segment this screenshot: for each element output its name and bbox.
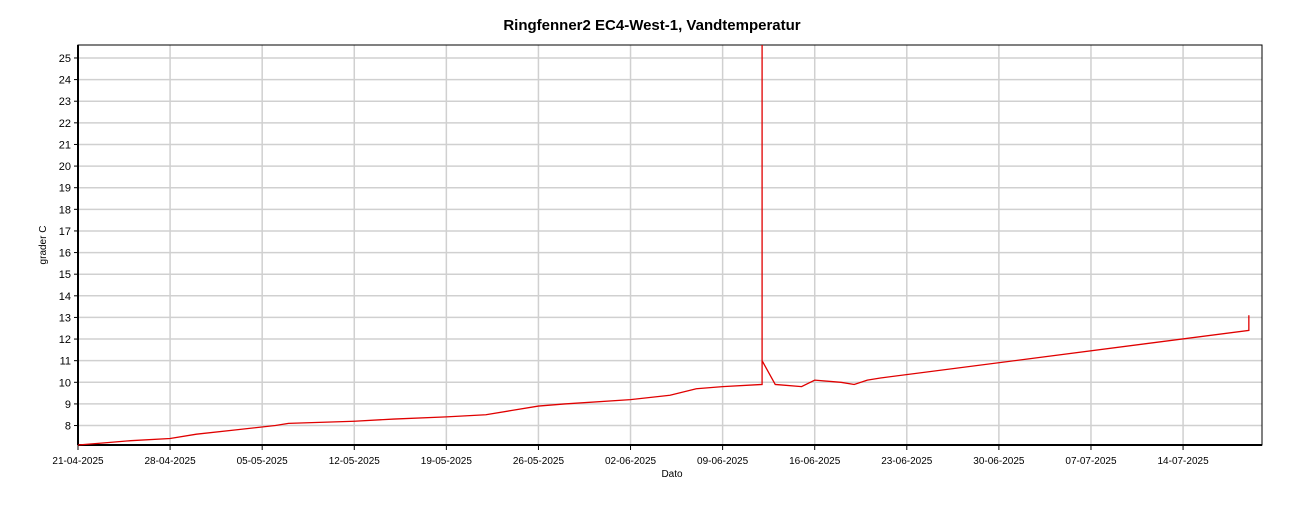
y-tick-label: 11 — [60, 356, 71, 368]
plot-frame — [77, 44, 1263, 446]
y-tick-label: 10 — [59, 377, 71, 389]
x-tick-label: 07-07-2025 — [1065, 456, 1117, 467]
x-tick-label: 12-05-2025 — [329, 456, 381, 467]
y-axis-label: grader C — [38, 226, 49, 265]
x-tick-label: 30-06-2025 — [973, 456, 1025, 467]
y-tick-label: 9 — [65, 399, 71, 411]
y-tick-label: 21 — [59, 139, 71, 151]
x-tick-label: 28-04-2025 — [145, 456, 197, 467]
y-tick-label: 15 — [59, 269, 71, 281]
y-tick-label: 13 — [59, 312, 71, 324]
y-tick-label: 12 — [59, 334, 71, 346]
x-tick-label: 19-05-2025 — [421, 456, 473, 467]
y-tick-label: 22 — [59, 118, 71, 130]
y-tick-label: 23 — [59, 96, 71, 108]
y-tick-label: 19 — [59, 183, 71, 195]
x-tick-label: 16-06-2025 — [789, 456, 841, 467]
y-tick-label: 24 — [59, 75, 71, 87]
y-tick-label: 14 — [59, 291, 71, 303]
y-tick-label: 8 — [65, 421, 71, 433]
chart-title: Ringfenner2 EC4-West-1, Vandtemperatur — [503, 17, 800, 34]
x-tick-label: 23-06-2025 — [881, 456, 933, 467]
x-tick-label: 05-05-2025 — [237, 456, 289, 467]
y-tick-label: 17 — [59, 226, 71, 238]
y-tick-label: 20 — [59, 161, 71, 173]
data-line — [77, 45, 1250, 446]
y-tick-label: 16 — [59, 248, 71, 260]
x-tick-label: 14-07-2025 — [1157, 456, 1209, 467]
x-axis-label: Dato — [661, 469, 683, 480]
x-tick-label: 02-06-2025 — [605, 456, 657, 467]
y-tick-label: 25 — [59, 53, 71, 65]
x-tick-label: 09-06-2025 — [697, 456, 749, 467]
y-tick-label: 18 — [59, 204, 71, 216]
x-tick-label: 26-05-2025 — [513, 456, 565, 467]
x-tick-label: 21-04-2025 — [52, 456, 104, 467]
